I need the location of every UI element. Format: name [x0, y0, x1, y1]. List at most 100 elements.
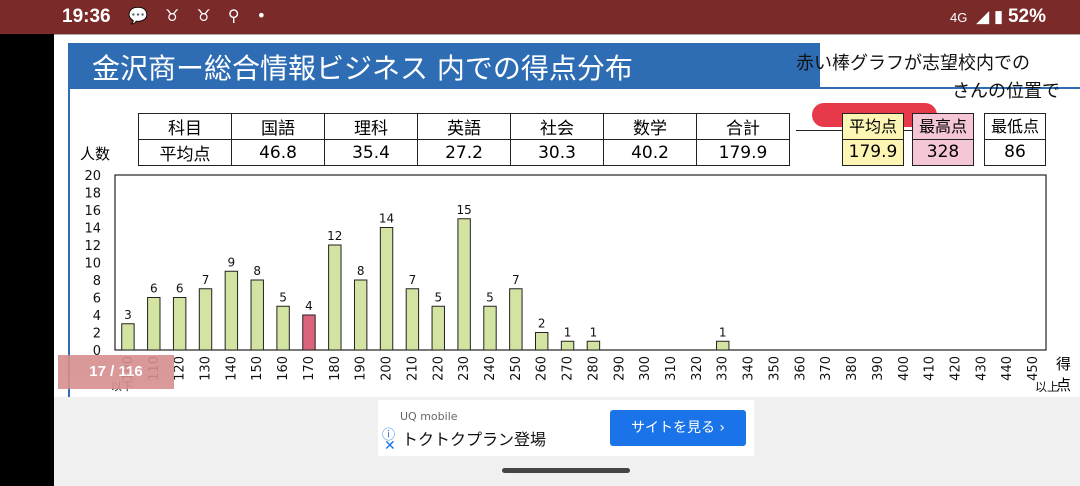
ad-close-icon[interactable]: ✕: [384, 438, 396, 454]
status-bar: 19:36 💬 ♉ ♉ ⚲ • 4G ◢ ▮ 52%: [0, 0, 1080, 34]
subject-average-table: 科目 国語 理科 英語 社会 数学 合計 平均点 46.8 35.4 27.2 …: [138, 113, 790, 166]
x-tick-label: 290: [612, 356, 627, 381]
x-tick-label: 160: [276, 356, 291, 381]
home-indicator[interactable]: [502, 468, 630, 473]
histogram-chart: 0246810121416182031006110612071309140815…: [84, 169, 1059, 394]
subject-average: 179.9: [696, 139, 790, 166]
stat-value: 328: [926, 142, 960, 162]
x-tick-label: 210: [405, 356, 420, 381]
data-label: 5: [279, 290, 287, 304]
histogram-bar: [405, 288, 420, 351]
ad-banner[interactable]: ⓘ ✕ UQ mobile トクトクプラン登場 サイトを見る ›: [378, 400, 754, 456]
data-label: 2: [538, 317, 546, 331]
ad-info-icon[interactable]: ⓘ: [382, 428, 396, 443]
stat-box-average: 平均点 179.9: [842, 113, 904, 166]
document-page[interactable]: 金沢商ー総合情報ビジネス 内での得点分布 赤い棒グラフが志望校内での さんの位置…: [54, 34, 1080, 397]
x-tick-label: 200: [380, 356, 395, 381]
histogram-bar: [276, 305, 290, 351]
histogram-bar: [560, 340, 575, 351]
y-tick-label: 6: [93, 292, 101, 307]
status-time: 19:36: [62, 6, 111, 27]
subject-average: 40.2: [603, 139, 697, 166]
stat-label: 平均点: [843, 114, 903, 140]
subject-average: 46.8: [231, 139, 325, 166]
x-tick-label: 190: [354, 356, 369, 381]
subject-name: 数学: [603, 113, 697, 140]
x-tick-label: 250: [509, 356, 524, 381]
data-label: 8: [357, 264, 365, 278]
divider: [68, 87, 1080, 89]
divider-left: [68, 87, 70, 397]
ad-text: トクトクプラン登場: [402, 430, 547, 449]
histogram-bar: [535, 332, 549, 351]
y-tick-label: 18: [84, 187, 101, 202]
y-tick-label: 14: [84, 222, 101, 237]
data-label: 9: [228, 255, 236, 269]
page-counter[interactable]: 17 / 116: [58, 355, 174, 389]
x-tick-label: 370: [819, 356, 834, 381]
stat-label: 最低点: [985, 114, 1045, 140]
x-tick-label: 300: [638, 356, 653, 381]
data-label: 15: [456, 203, 471, 217]
y-tick-label: 0: [93, 344, 101, 359]
note-text-1: 赤い棒グラフが志望校内での: [796, 53, 1030, 74]
x-tick-label: 230: [457, 356, 472, 381]
x-tick-label: 140: [224, 356, 239, 381]
ad-visit-button[interactable]: サイトを見る ›: [610, 410, 746, 446]
data-label: 7: [202, 273, 210, 287]
data-label: 5: [486, 290, 494, 304]
x-tick-label: 410: [923, 356, 938, 381]
x-tick-note-above: 以上: [1035, 380, 1059, 394]
data-label: 4: [305, 299, 313, 313]
x-tick-label: 270: [561, 356, 576, 381]
data-label: 6: [176, 282, 184, 296]
stat-box-min: 最低点 86: [984, 113, 1046, 166]
y-tick-label: 8: [93, 274, 101, 289]
histogram-bar: [147, 297, 161, 351]
table-row-label: 平均点: [138, 139, 232, 166]
y-axis-label: 人数: [80, 145, 111, 163]
data-label: 6: [150, 282, 158, 296]
x-tick-label: 320: [690, 356, 705, 381]
histogram-bar: [328, 244, 342, 351]
note-text-2: さんの位置で: [952, 81, 1060, 102]
x-tick-label: 380: [845, 356, 860, 381]
x-axis-label: 得点: [1056, 355, 1072, 394]
pdf-viewer[interactable]: 金沢商ー総合情報ビジネス 内での得点分布 赤い棒グラフが志望校内での さんの位置…: [54, 34, 1080, 486]
y-tick-label: 10: [84, 257, 101, 272]
histogram-bar: [483, 305, 497, 351]
title-banner: 金沢商ー総合情報ビジネス 内での得点分布: [68, 43, 820, 87]
x-tick-label: 440: [1000, 356, 1015, 381]
histogram-bar: [379, 227, 394, 351]
stat-value: 179.9: [848, 142, 898, 162]
histogram-bar: [457, 218, 471, 351]
histogram-bar: [250, 279, 264, 351]
subject-average: 35.4: [324, 139, 418, 166]
data-label: 1: [564, 325, 572, 339]
subject-average: 30.3: [510, 139, 604, 166]
x-tick-label: 360: [793, 356, 808, 381]
y-tick-label: 2: [93, 327, 101, 342]
page-title: 金沢商ー総合情報ビジネス 内での得点分布: [92, 52, 633, 85]
histogram-bar: [716, 340, 730, 351]
x-tick-label: 450: [1026, 356, 1041, 381]
stat-box-max: 最高点 328: [912, 113, 974, 166]
x-tick-label: 280: [586, 356, 601, 381]
x-tick-label: 120: [173, 356, 188, 381]
stat-value: 86: [1004, 142, 1026, 162]
x-tick-label: 350: [767, 356, 782, 381]
data-label: 8: [253, 264, 261, 278]
x-tick-label: 150: [250, 356, 265, 381]
data-label: 7: [409, 273, 417, 287]
x-tick-label: 180: [328, 356, 343, 381]
stat-label: 最高点: [913, 114, 973, 140]
histogram-bar: [172, 297, 187, 351]
x-tick-label: 170: [302, 356, 317, 381]
x-tick-label: 390: [871, 356, 886, 381]
x-tick-label: 310: [664, 356, 679, 381]
histogram-bar: [586, 340, 601, 351]
subject-average: 27.2: [417, 139, 511, 166]
network-label: 4G: [949, 10, 968, 25]
y-tick-label: 20: [84, 169, 101, 184]
x-tick-label: 240: [483, 356, 498, 381]
